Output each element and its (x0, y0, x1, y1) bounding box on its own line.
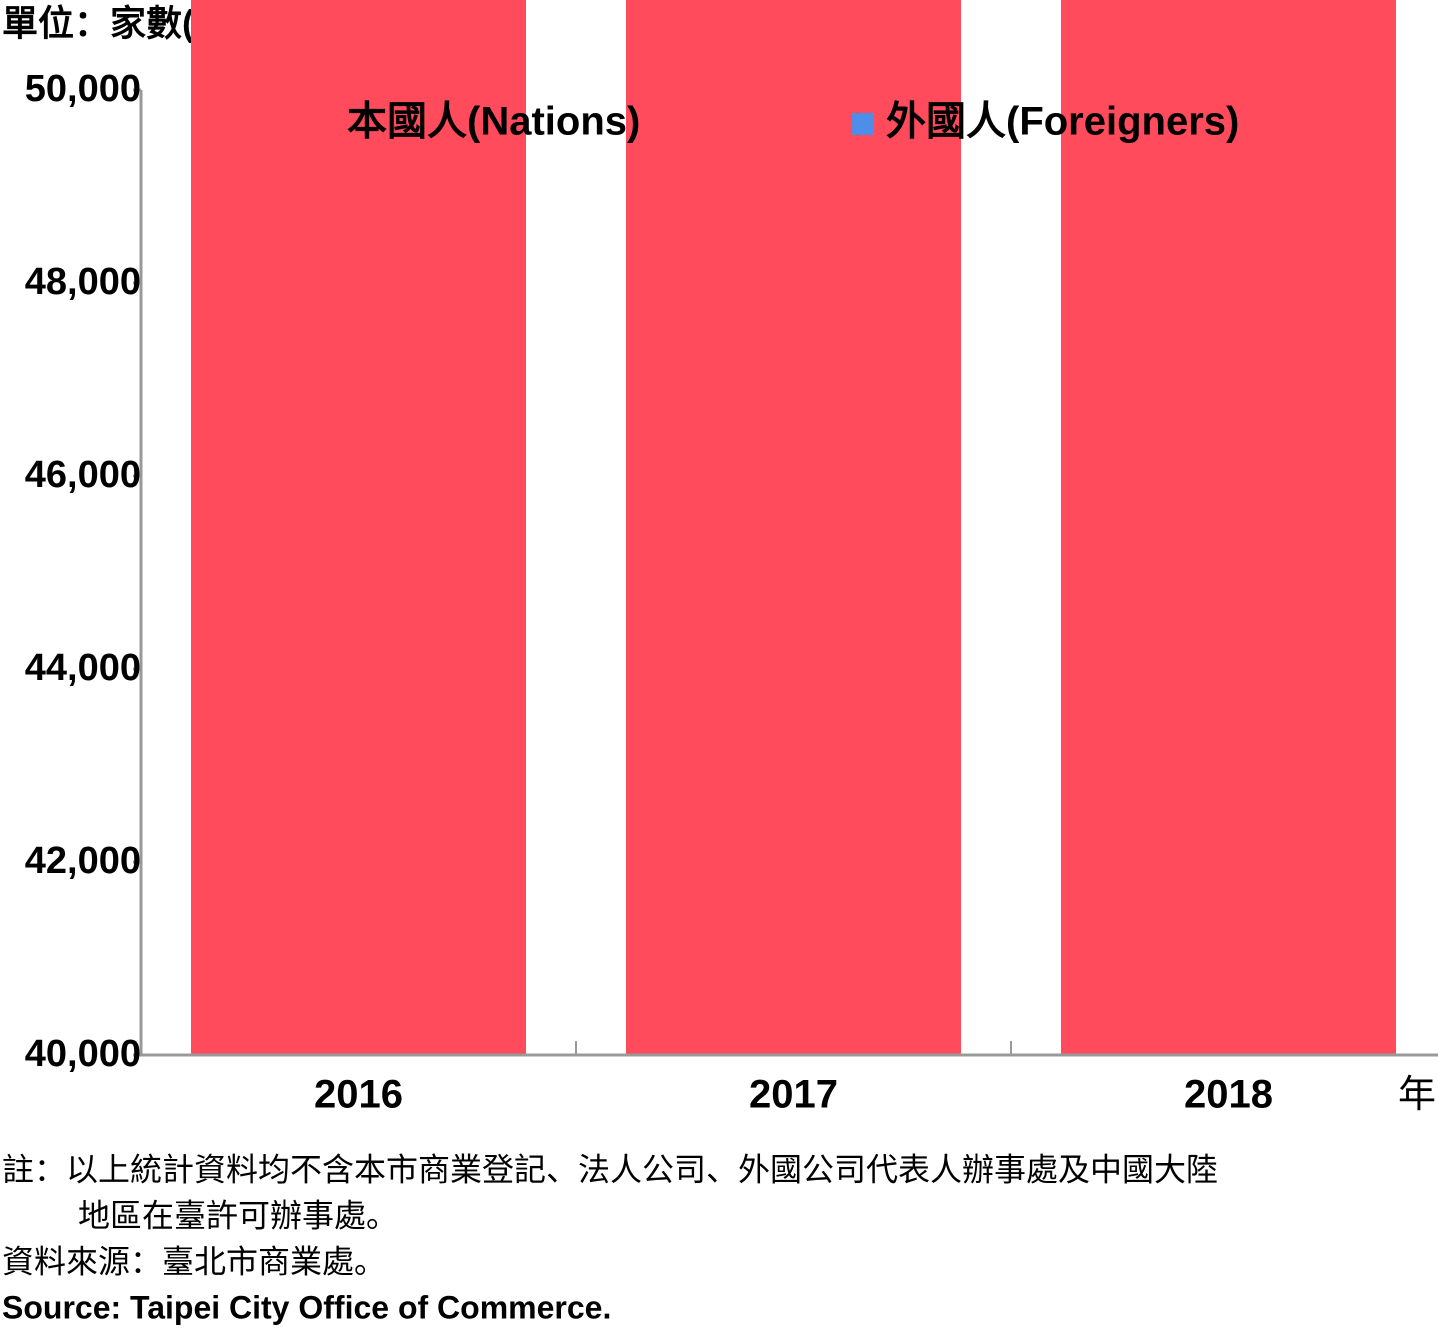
x-tick-label: 2018 (1184, 1073, 1273, 1117)
x-axis-label: 年 (1398, 1074, 1436, 1116)
y-tick-label: 44,000 (25, 647, 141, 689)
x-tick-label: 2016 (314, 1073, 403, 1117)
y-tick-label: 50,000 (25, 68, 141, 110)
note-line: 地區在臺許可辦事處。 (78, 1197, 398, 1233)
y-tick-label: 40,000 (25, 1033, 141, 1075)
note-line: 註：以上統計資料均不含本市商業登記、法人公司、外國公司代表人辦事處及中國大陸 (2, 1151, 1218, 1187)
legend-label: 本國人(Nations) (347, 100, 640, 144)
y-tick-label: 48,000 (25, 261, 141, 303)
source: Source: Taipei City Office of Commerce. (2, 1289, 611, 1325)
legend-swatch (852, 113, 874, 135)
legend-swatch (313, 113, 335, 135)
bar-segment (191, 0, 526, 1055)
x-tick-label: 2017 (749, 1073, 838, 1117)
bar-segment (1061, 0, 1396, 1055)
note-line: 資料來源：臺北市商業處。 (2, 1243, 386, 1279)
bar-segment (626, 0, 961, 1055)
y-tick-label: 46,000 (25, 454, 141, 496)
legend-label: 外國人(Foreigners) (886, 100, 1239, 144)
y-tick-label: 42,000 (25, 840, 141, 882)
